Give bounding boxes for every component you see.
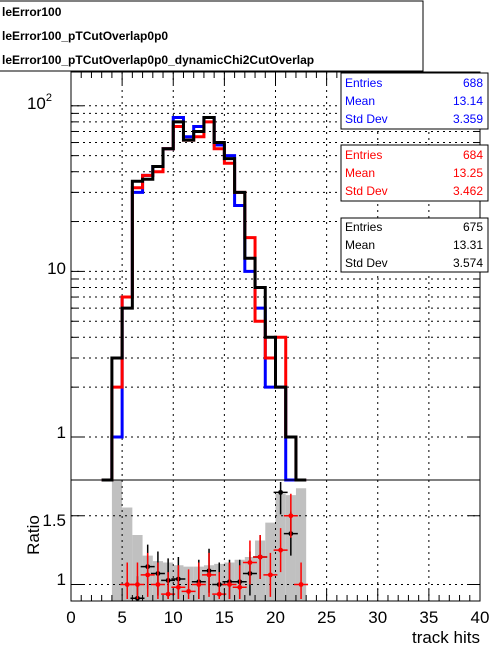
- ratio-marker-red: [288, 513, 294, 519]
- stats-3-value-mean: 13.31: [453, 238, 483, 252]
- stats-box-2: Entries 684 Mean 13.25 Std Dev 3.462: [340, 144, 489, 202]
- stats-1-label-entries: Entries: [345, 76, 382, 90]
- ratio-marker-red: [278, 547, 284, 553]
- x-tick-label: 15: [215, 608, 234, 627]
- y-tick-label-1: 1: [57, 423, 66, 442]
- stats-box-1: Entries 688 Mean 13.14 Std Dev 3.359: [340, 72, 489, 130]
- ratio-marker-red: [175, 584, 181, 590]
- ratio-marker-red: [247, 560, 253, 565]
- stats-2-value-entries: 684: [463, 148, 483, 162]
- x-tick-label: 5: [117, 608, 126, 627]
- x-tick-label: 25: [317, 608, 336, 627]
- legend-entry-3: leError100_pTCutOverlap0p0_dynamicChi2Cu…: [2, 53, 314, 67]
- stats-1-value-entries: 688: [463, 76, 483, 90]
- ratio-marker-red: [298, 582, 304, 587]
- stats-3-label-mean: Mean: [345, 238, 375, 252]
- stats-1-value-stddev: 3.359: [453, 112, 483, 126]
- stats-2-label-entries: Entries: [345, 148, 382, 162]
- ratio-marker-red: [145, 572, 151, 578]
- x-tick-label: 0: [66, 608, 75, 627]
- ratio-band-bin: [111, 480, 123, 601]
- ratio-band-bin: [295, 488, 307, 601]
- axis-ticks: [70, 72, 481, 601]
- legend-entry-1: leError100: [2, 5, 62, 19]
- ratio-marker-red: [257, 554, 263, 560]
- ratio-marker-red: [186, 588, 191, 594]
- stats-3-label-entries: Entries: [345, 220, 382, 234]
- stats-2-value-mean: 13.25: [453, 166, 483, 180]
- histogram-series: [101, 115, 307, 482]
- legend-entry-2: leError100_pTCutOverlap0p0: [2, 29, 168, 43]
- ratio-tick-label-1: 1: [57, 570, 66, 589]
- ratio-marker-red: [135, 582, 140, 587]
- ratio-band-bin: [122, 507, 133, 601]
- x-tick-label: 20: [266, 608, 285, 627]
- ratio-marker-red: [267, 572, 273, 578]
- stats-1-label-stddev: Std Dev: [345, 112, 388, 126]
- histogram-series-1: [101, 115, 307, 482]
- x-tick-label: 35: [419, 608, 438, 627]
- ratio-axis-label: Ratio: [24, 515, 43, 555]
- y-tick-label-10: 10: [47, 259, 66, 278]
- stats-3-value-stddev: 3.574: [453, 256, 483, 270]
- y-tick-label-100: 102: [27, 92, 52, 113]
- ratio-marker-red: [165, 591, 171, 597]
- legend: leError100 leError100_pTCutOverlap0p0 le…: [0, 0, 424, 72]
- stats-2-value-stddev: 3.462: [453, 184, 483, 198]
- x-tick-labels: 0 5 10 15 20 25 30 35 40: [66, 608, 489, 627]
- stats-2-label-stddev: Std Dev: [345, 184, 388, 198]
- ratio-marker-red: [124, 582, 130, 587]
- x-tick-label: 30: [368, 608, 387, 627]
- stats-3-value-entries: 675: [463, 220, 483, 234]
- ratio-marker-red: [155, 582, 161, 587]
- ratio-marker-red: [196, 582, 202, 587]
- ratio-points: [120, 482, 309, 601]
- x-tick-label: 10: [164, 608, 183, 627]
- ratio-tick-label-1.5: 1.5: [42, 511, 66, 530]
- ratio-marker-red: [206, 572, 212, 578]
- stats-box-3: Entries 675 Mean 13.31 Std Dev 3.574: [340, 217, 489, 273]
- ratio-marker-red: [227, 582, 232, 587]
- x-axis-title: track hits: [412, 628, 480, 647]
- stats-1-label-mean: Mean: [345, 94, 375, 108]
- histogram-series-3: [101, 115, 307, 482]
- x-tick-label: 40: [471, 608, 490, 627]
- stats-2-label-mean: Mean: [345, 166, 375, 180]
- ratio-marker-red: [237, 584, 243, 590]
- stats-3-label-stddev: Std Dev: [345, 256, 388, 270]
- ratio-marker-black: [278, 489, 284, 495]
- ratio-marker-red: [216, 591, 222, 597]
- stats-1-value-mean: 13.14: [453, 94, 483, 108]
